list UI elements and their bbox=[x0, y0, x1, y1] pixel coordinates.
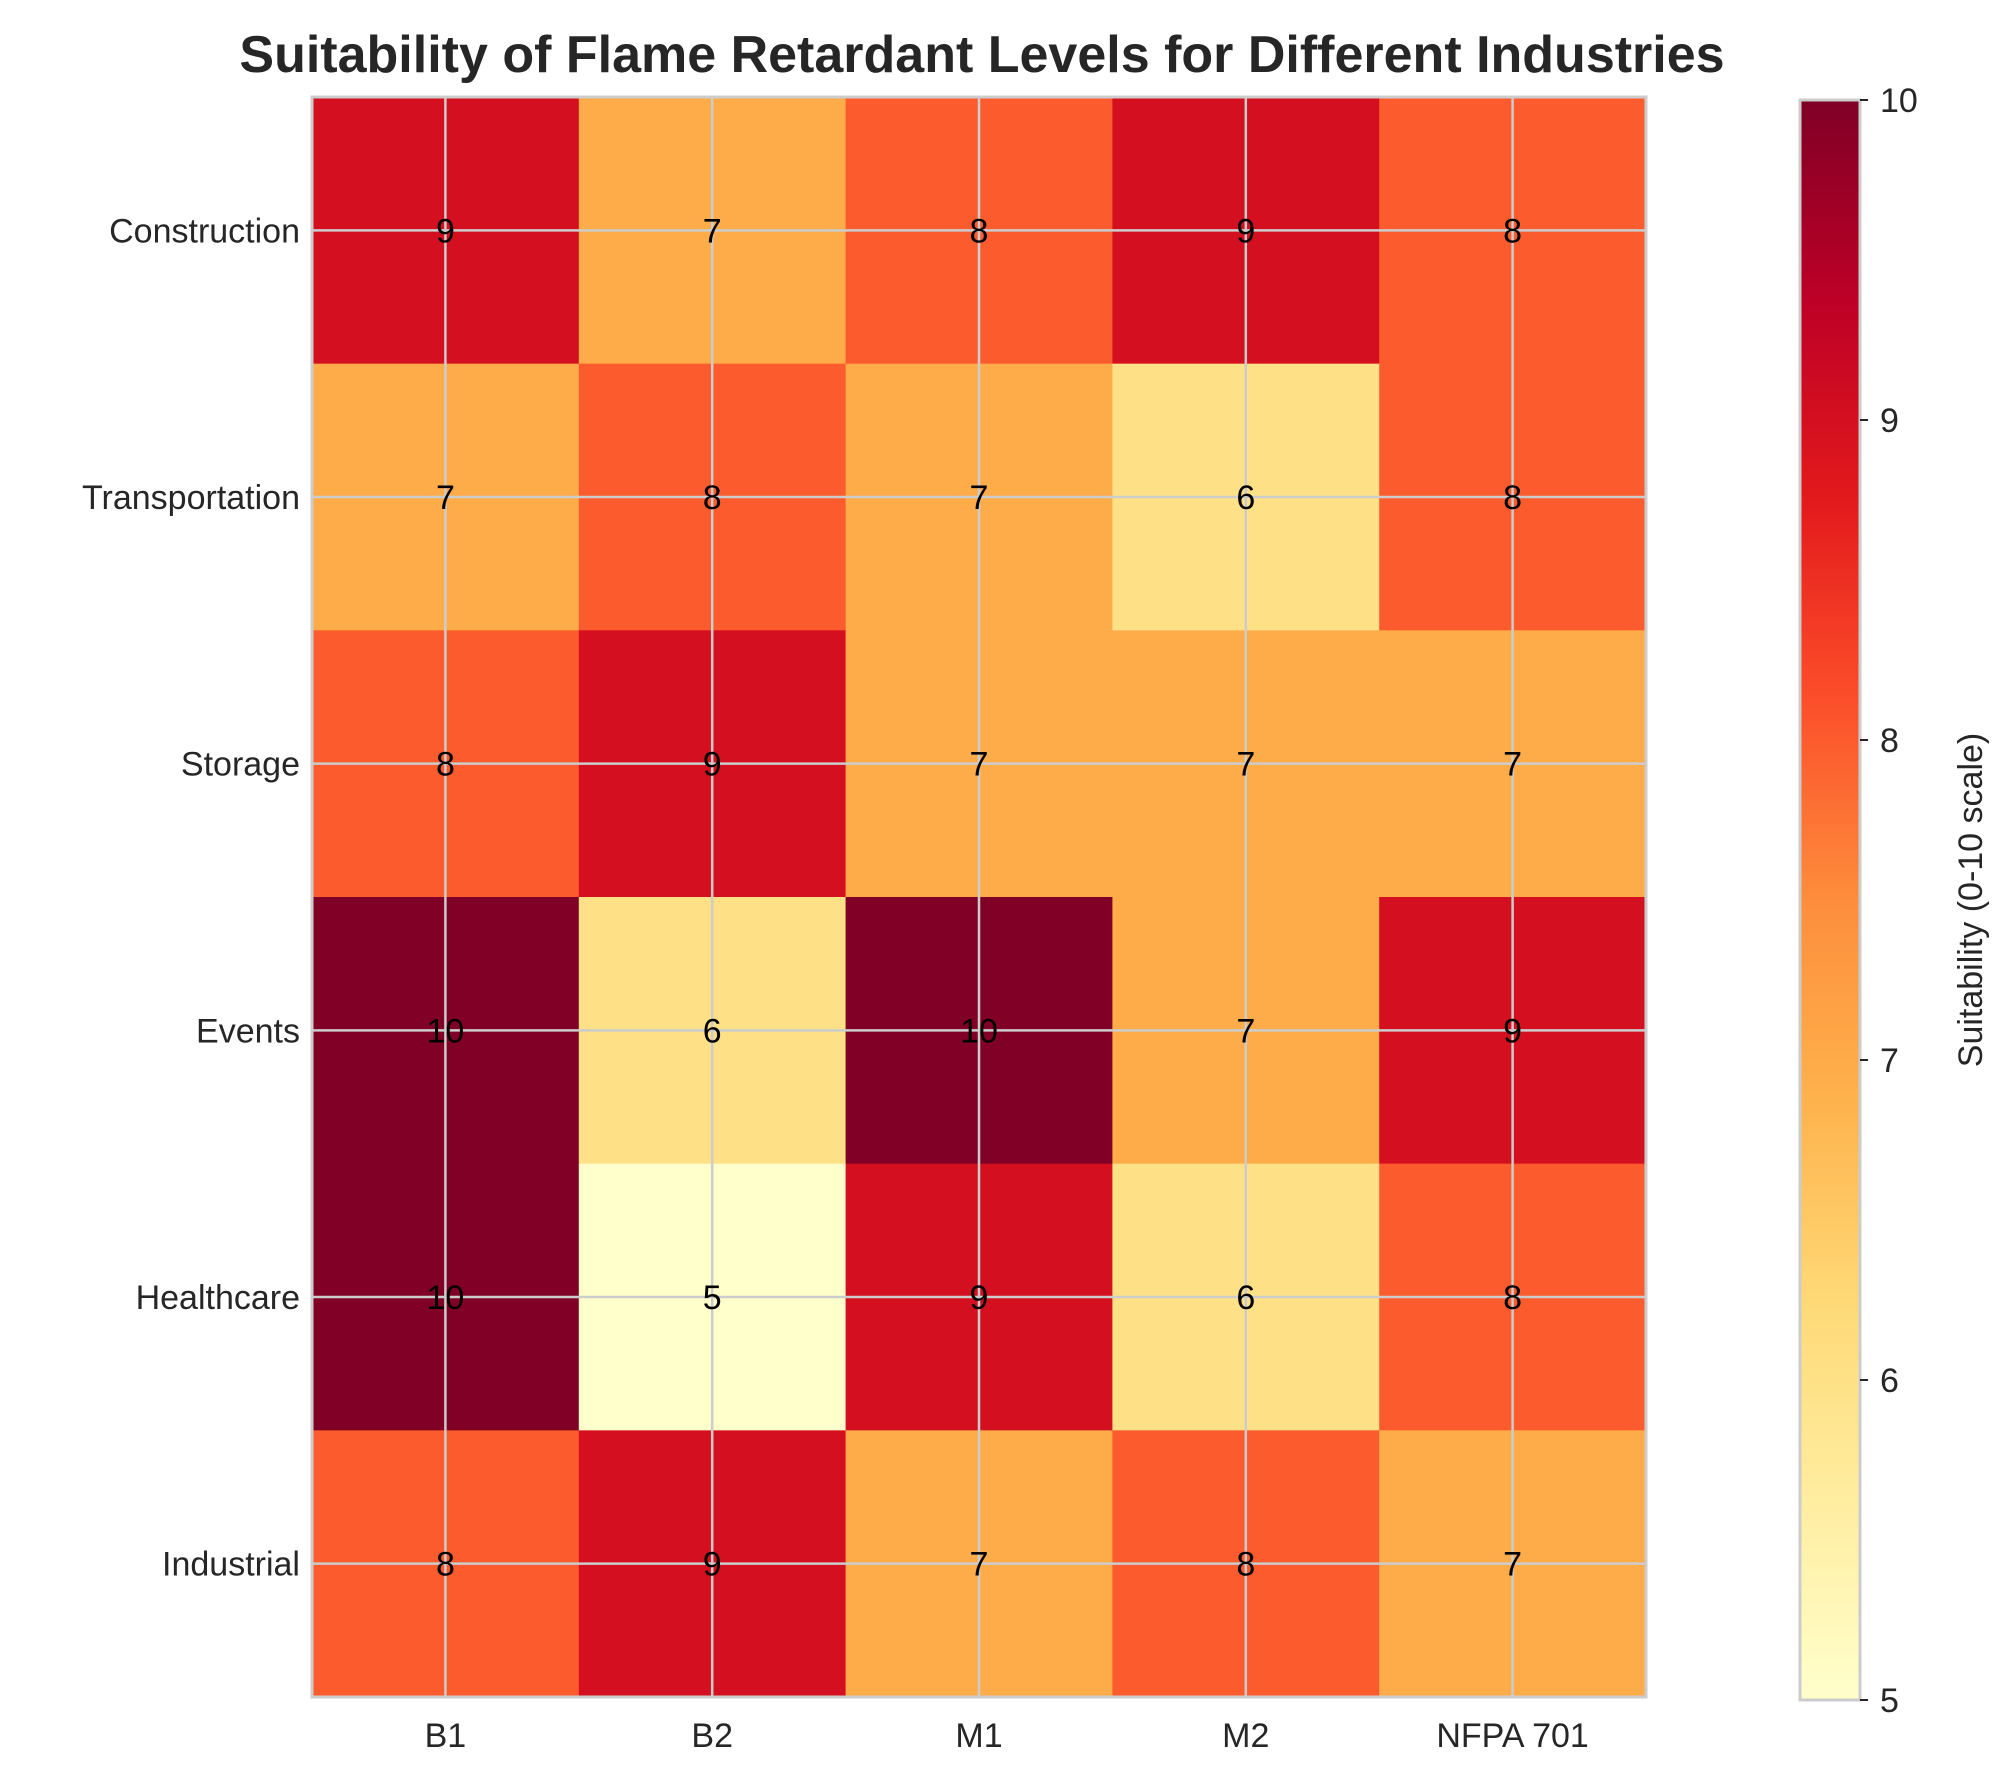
cell-value-label: 7 bbox=[436, 479, 455, 517]
cell-value-label: 7 bbox=[1503, 746, 1522, 784]
x-tick-label: B2 bbox=[691, 1717, 733, 1755]
cell-value-label: 8 bbox=[1236, 1546, 1255, 1584]
y-tick-label: Transportation bbox=[82, 479, 300, 517]
x-tick-label: M1 bbox=[955, 1717, 1002, 1755]
cell-value-label: 7 bbox=[970, 746, 989, 784]
cell-value-labels: 9 7 8 9 8 7 8 7 6 8 8 9 7 7 7 10 6 10 7 9 10 5 9 6 8 8 9 7 8 7 bbox=[426, 212, 1522, 1583]
cell-value-label: 8 bbox=[970, 212, 989, 250]
cell-value-label: 10 bbox=[960, 1012, 998, 1050]
cell-value-label: 6 bbox=[703, 1012, 722, 1050]
y-tick-label: Storage bbox=[181, 746, 300, 784]
y-tick-label: Industrial bbox=[162, 1546, 300, 1584]
colorbar-tick-label: 7 bbox=[1880, 1042, 1899, 1080]
cell-value-label: 9 bbox=[1236, 212, 1255, 250]
cell-value-label: 6 bbox=[1236, 1279, 1255, 1317]
y-tick-label: Healthcare bbox=[136, 1279, 300, 1317]
cell-value-label: 10 bbox=[426, 1279, 464, 1317]
cell-value-label: 7 bbox=[1503, 1546, 1522, 1584]
colorbar-tick-label: 6 bbox=[1880, 1362, 1899, 1400]
cell-value-label: 8 bbox=[1503, 1279, 1522, 1317]
x-tick-label: M2 bbox=[1222, 1717, 1269, 1755]
colorbar-tick-label: 9 bbox=[1880, 402, 1899, 440]
cell-value-label: 7 bbox=[703, 212, 722, 250]
cell-value-label: 9 bbox=[436, 212, 455, 250]
cell-value-label: 8 bbox=[703, 479, 722, 517]
cell-value-label: 10 bbox=[426, 1012, 464, 1050]
cell-value-label: 9 bbox=[703, 746, 722, 784]
x-axis-ticks: B1 B2 M1 M2 NFPA 701 bbox=[425, 1717, 1589, 1755]
colorbar-tick-label: 5 bbox=[1880, 1682, 1899, 1720]
cell-value-label: 5 bbox=[703, 1279, 722, 1317]
y-axis-ticks: Construction Transportation Storage Events H… bbox=[82, 212, 300, 1583]
y-tick-label: Construction bbox=[109, 212, 300, 250]
y-tick-label: Events bbox=[196, 1012, 300, 1050]
x-tick-label: B1 bbox=[425, 1717, 467, 1755]
plot-frame bbox=[310, 95, 1648, 1699]
cell-value-label: 7 bbox=[1236, 746, 1255, 784]
cell-value-label: 9 bbox=[970, 1279, 989, 1317]
cell-value-label: 6 bbox=[1236, 479, 1255, 517]
colorbar-tick-label: 10 bbox=[1880, 82, 1918, 120]
cell-value-label: 9 bbox=[1503, 1012, 1522, 1050]
colorbar-label: Suitability (0-10 scale) bbox=[1952, 733, 1990, 1067]
x-tick-label: NFPA 701 bbox=[1436, 1717, 1588, 1755]
cell-value-label: 8 bbox=[436, 746, 455, 784]
colorbar: 5 6 7 8 9 10 Suitability (0-10 scale) bbox=[1798, 82, 1990, 1720]
gridlines bbox=[312, 97, 1646, 1697]
cell-value-label: 8 bbox=[1503, 212, 1522, 250]
cell-value-label: 7 bbox=[1236, 1012, 1255, 1050]
cell-value-label: 8 bbox=[436, 1546, 455, 1584]
colorbar-gradient bbox=[1798, 98, 1862, 1702]
cell-value-label: 9 bbox=[703, 1546, 722, 1584]
chart-title: Suitability of Flame Retardant Levels fo… bbox=[239, 26, 1724, 84]
cell-value-label: 7 bbox=[970, 479, 989, 517]
cell-value-label: 7 bbox=[970, 1546, 989, 1584]
cell-value-label: 8 bbox=[1503, 479, 1522, 517]
colorbar-tick-label: 8 bbox=[1880, 722, 1899, 760]
